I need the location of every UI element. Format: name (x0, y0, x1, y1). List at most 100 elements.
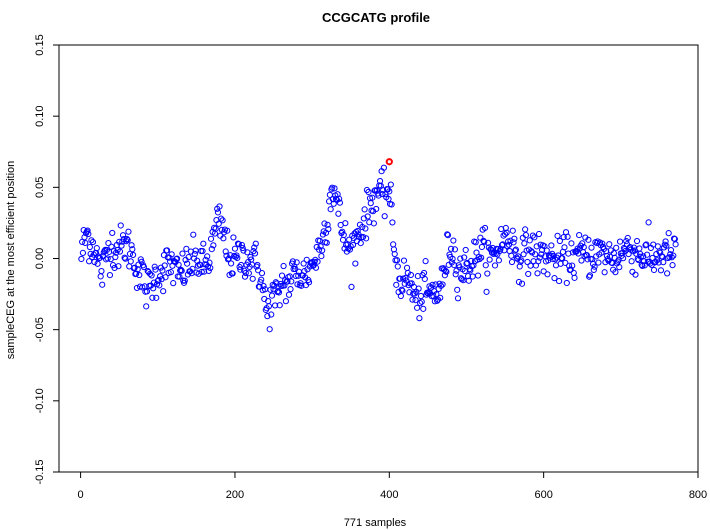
data-point (152, 266, 159, 273)
data-point (624, 234, 631, 242)
data-point (359, 223, 366, 231)
data-point (156, 282, 163, 289)
data-point (264, 313, 271, 320)
data-point (417, 300, 424, 307)
data-point (207, 235, 215, 242)
data-point (295, 272, 302, 279)
data-point (534, 270, 541, 277)
data-point (437, 282, 445, 289)
data-point (555, 277, 563, 285)
data-point (415, 285, 422, 292)
data-point (451, 246, 458, 253)
data-point (402, 274, 409, 282)
data-point (373, 205, 380, 213)
data-point (82, 239, 89, 247)
data-point (354, 227, 361, 235)
data-point (210, 242, 217, 249)
y-tick-label: -0.05 (34, 317, 46, 342)
data-point (312, 264, 320, 271)
data-point (667, 246, 675, 254)
data-point (129, 246, 136, 253)
data-point (580, 244, 587, 251)
data-point (268, 292, 276, 299)
data-point (266, 326, 273, 333)
data-point (616, 264, 623, 271)
data-point (336, 199, 344, 206)
data-point (437, 294, 444, 301)
data-point (550, 252, 557, 260)
data-point (528, 249, 536, 256)
data-point (518, 280, 526, 287)
data-point (443, 268, 450, 275)
data-point (388, 201, 395, 208)
data-point (504, 242, 511, 250)
data-point (508, 252, 515, 259)
data-point (637, 253, 644, 260)
data-point (365, 188, 372, 196)
data-point (521, 240, 528, 247)
data-point (503, 229, 510, 236)
data-point (481, 238, 488, 245)
data-point (526, 237, 533, 244)
data-point (287, 286, 294, 293)
data-point (411, 290, 418, 297)
data-point (472, 239, 479, 246)
data-point (119, 232, 127, 239)
data-point (145, 268, 152, 276)
data-point (540, 268, 547, 275)
data-point (522, 231, 530, 239)
data-point (662, 238, 669, 245)
data-point (91, 258, 98, 266)
data-point (559, 254, 566, 262)
data-point (315, 246, 323, 253)
data-point (612, 269, 619, 276)
data-point (426, 283, 433, 290)
data-point (268, 311, 275, 318)
data-point (478, 243, 486, 251)
data-point (189, 265, 196, 272)
data-point (183, 245, 190, 252)
data-point (105, 239, 112, 247)
data-point (205, 267, 212, 275)
data-point (571, 274, 578, 281)
data-point (454, 295, 462, 302)
data-point (184, 260, 191, 267)
x-tick-label: 0 (78, 489, 84, 501)
data-point (317, 243, 324, 250)
data-point (386, 188, 393, 195)
data-point (586, 272, 594, 279)
data-point (450, 237, 457, 244)
data-point (406, 289, 413, 296)
data-point (595, 259, 602, 266)
data-point (330, 200, 337, 207)
data-point (409, 296, 416, 303)
data-point (128, 242, 135, 249)
y-tick-label: 0.00 (34, 248, 46, 269)
data-point (452, 271, 459, 278)
data-point (260, 282, 267, 290)
data-point (417, 292, 425, 300)
data-point (512, 247, 519, 254)
data-point (191, 250, 198, 258)
data-point (251, 244, 258, 251)
plot-frame (58, 44, 699, 473)
data-point (150, 285, 157, 292)
data-point (117, 222, 124, 229)
data-point (140, 263, 147, 271)
data-point (486, 256, 493, 263)
data-point (666, 254, 673, 261)
data-point (380, 164, 387, 171)
data-point (340, 231, 347, 239)
data-point (549, 256, 557, 263)
data-point (505, 241, 513, 248)
data-point (609, 259, 616, 267)
data-point (461, 254, 468, 261)
data-point (566, 262, 573, 269)
data-point (576, 231, 583, 239)
data-point (387, 181, 394, 188)
data-point (665, 230, 672, 237)
data-point (515, 253, 522, 260)
data-point (551, 275, 558, 282)
data-point (394, 263, 401, 270)
data-point (335, 210, 342, 217)
